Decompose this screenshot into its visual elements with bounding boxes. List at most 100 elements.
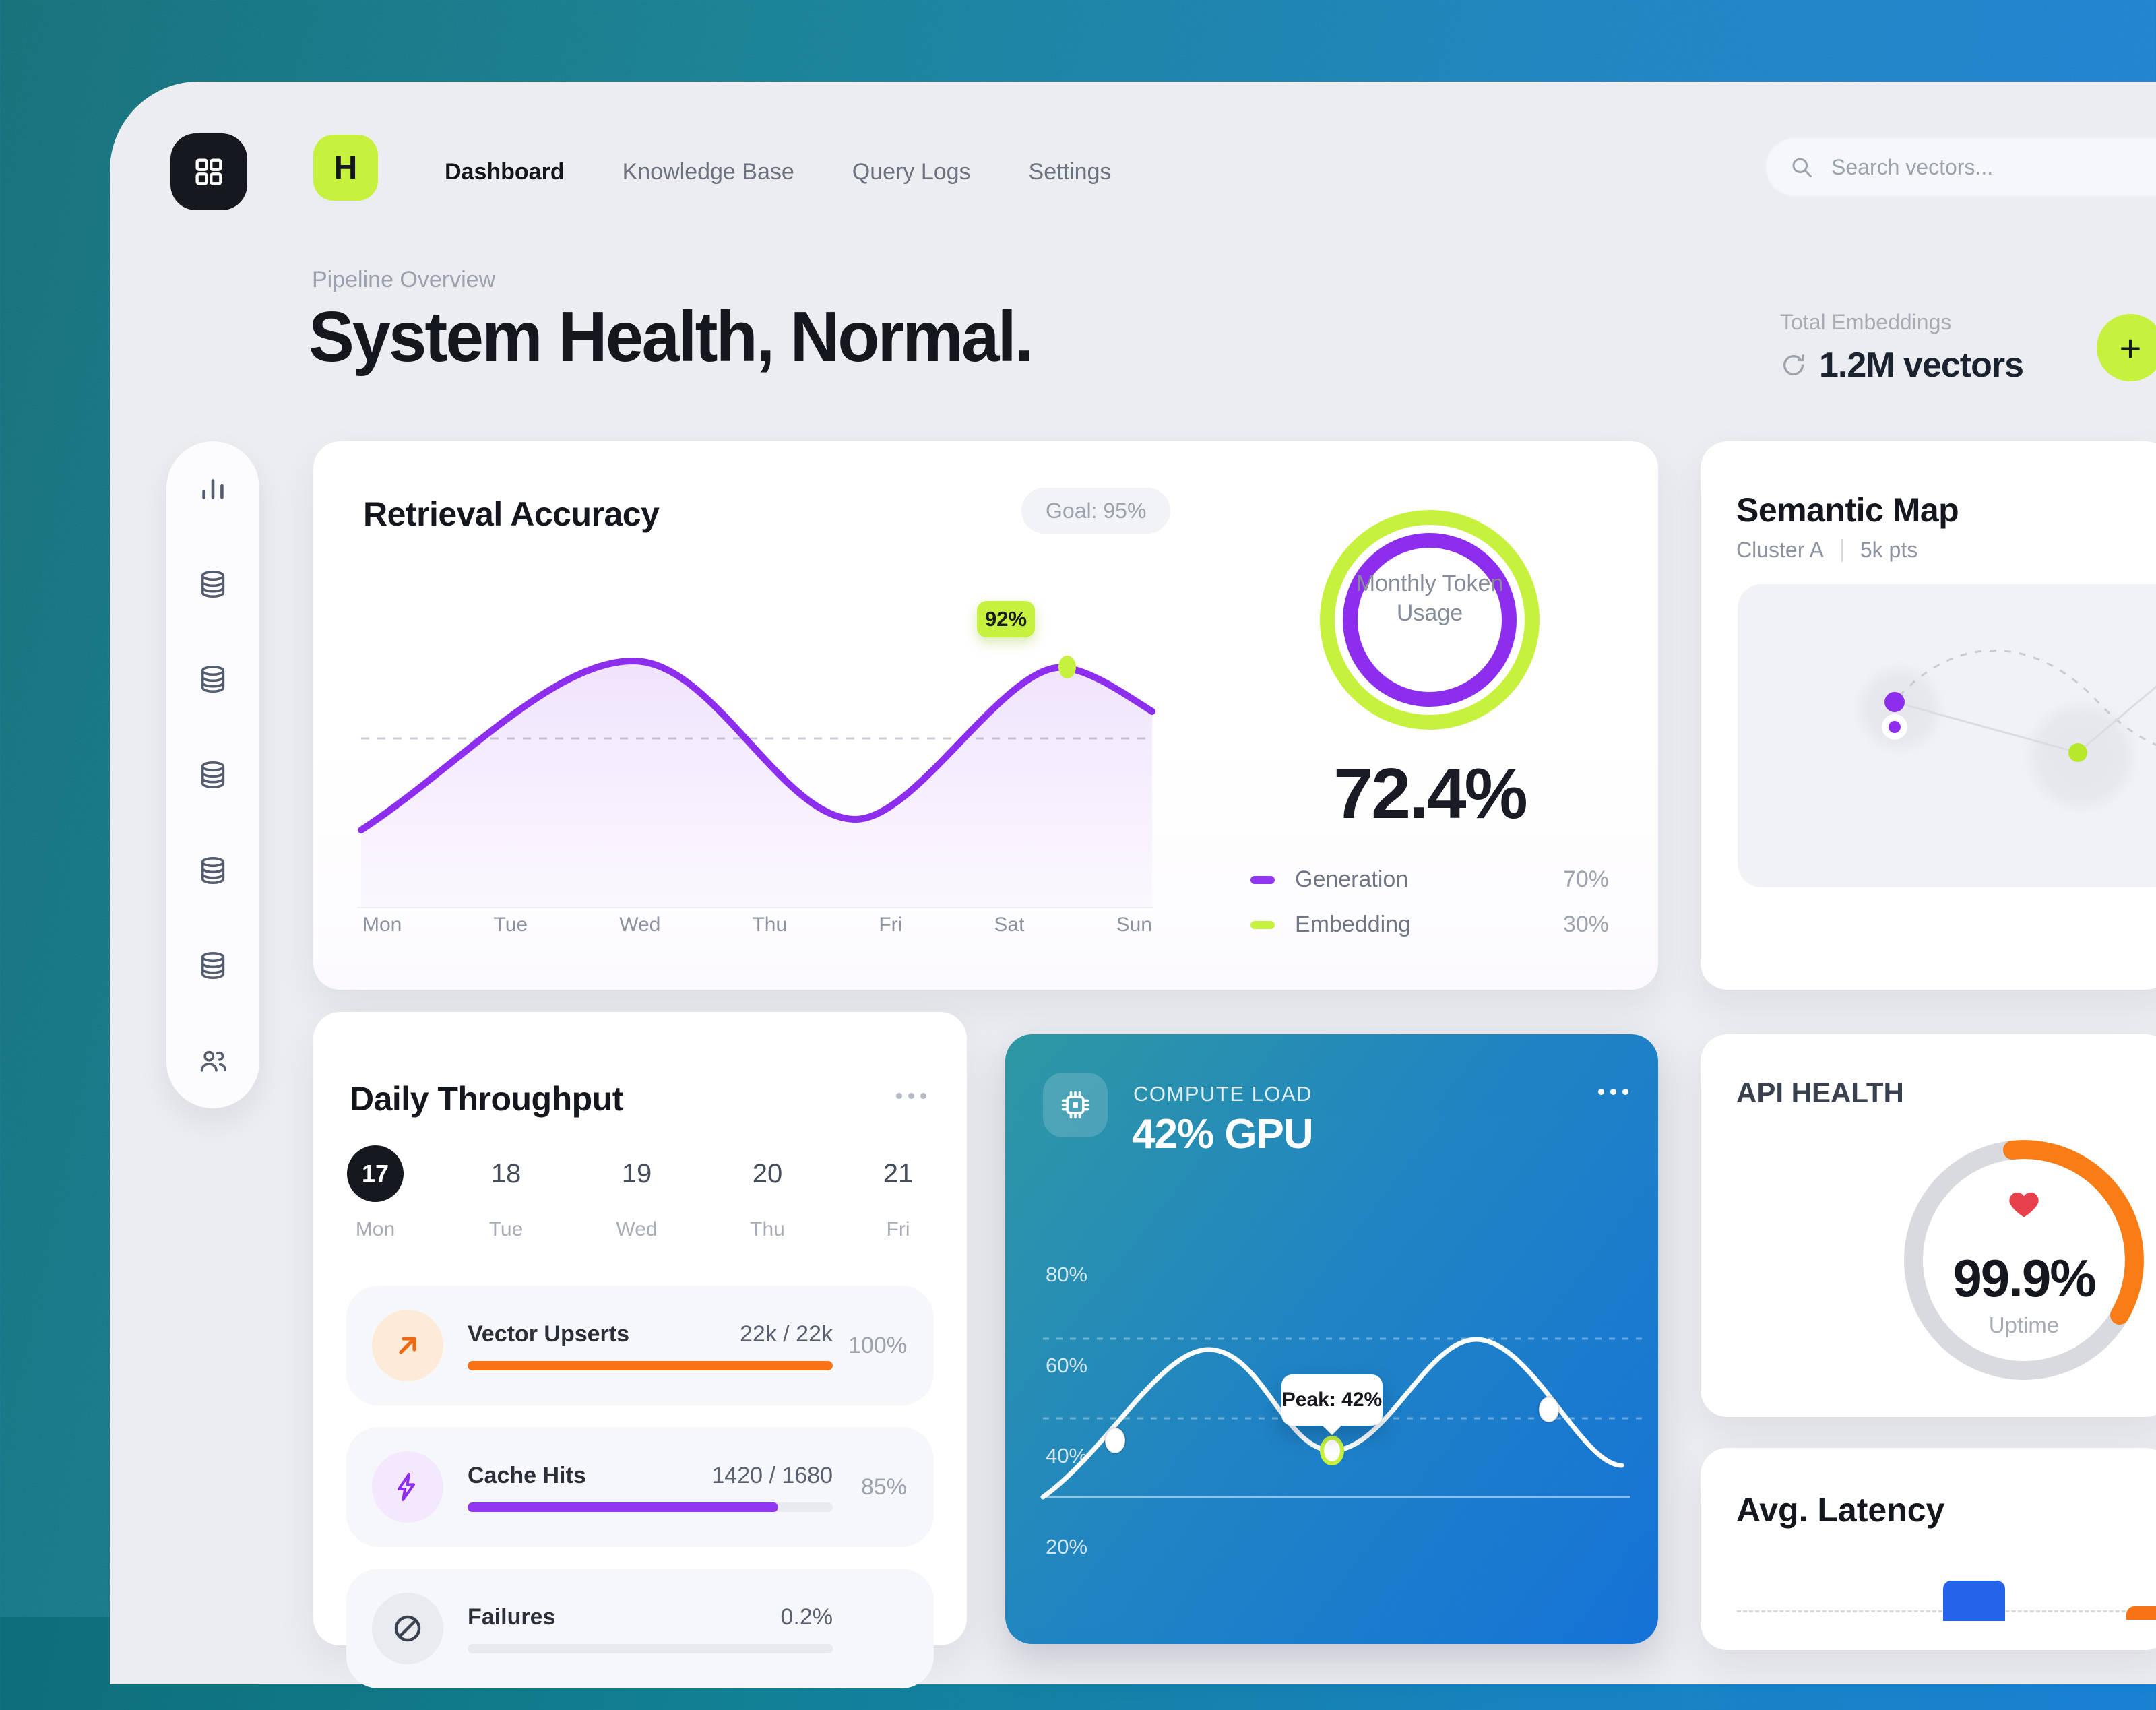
compute-kicker: COMPUTE LOAD bbox=[1133, 1082, 1313, 1106]
sidebar-item-users[interactable] bbox=[197, 1045, 229, 1077]
metric-label: Vector Upserts bbox=[468, 1321, 629, 1347]
day-tick: Fri bbox=[879, 914, 903, 936]
primary-nav: Dashboard Knowledge Base Query Logs Sett… bbox=[445, 133, 1111, 210]
database-icon bbox=[201, 856, 225, 884]
api-health-title: API HEALTH bbox=[1736, 1077, 1904, 1108]
metric-label: Cache Hits bbox=[468, 1462, 586, 1488]
arrow-up-right-icon bbox=[399, 1337, 416, 1354]
divider bbox=[1841, 538, 1843, 562]
icon-rail bbox=[166, 441, 259, 1108]
metric-row-vector-upserts[interactable]: Vector Upserts 22k / 22k 100% bbox=[346, 1286, 934, 1405]
load-point bbox=[1537, 1395, 1560, 1424]
legend-swatch bbox=[1250, 920, 1275, 929]
date-number: 21 bbox=[883, 1158, 914, 1189]
metric-value: 1420 / 1680 bbox=[711, 1462, 833, 1488]
goal-badge: Goal: 95% bbox=[1021, 488, 1171, 534]
y-tick: 20% bbox=[1046, 1534, 1088, 1558]
y-tick: 60% bbox=[1046, 1353, 1088, 1377]
token-usage-value: 72.4% bbox=[1333, 754, 1528, 833]
bar-chart-icon bbox=[202, 479, 224, 499]
embeddings-label: Total Embeddings bbox=[1780, 310, 1952, 334]
peak-value-badge: 92% bbox=[977, 601, 1035, 637]
app-launcher-button[interactable] bbox=[170, 133, 247, 210]
donut-center-label: Monthly Token Usage bbox=[1356, 571, 1504, 626]
date-number: 19 bbox=[621, 1158, 652, 1189]
date-selector: 17 Mon 18 Tue 19 Wed 20 Thu 21 Fri bbox=[347, 1145, 926, 1241]
sidebar-item-collection-5[interactable] bbox=[197, 949, 229, 982]
latency-bar-orange bbox=[2126, 1606, 2156, 1620]
cluster-point-purple bbox=[1884, 692, 1905, 712]
date-number: 18 bbox=[490, 1158, 521, 1189]
legend-value: 30% bbox=[1562, 912, 1609, 937]
sidebar-item-collection-4[interactable] bbox=[197, 854, 229, 887]
semantic-card-title: Semantic Map bbox=[1736, 491, 1959, 529]
day-axis: Mon Tue Wed Thu Fri Sat Sun bbox=[362, 914, 1152, 937]
database-icon bbox=[201, 666, 225, 693]
date-item[interactable]: 18 Tue bbox=[478, 1145, 534, 1241]
progress-fill bbox=[468, 1360, 833, 1370]
sidebar-item-analytics[interactable] bbox=[197, 472, 229, 505]
breadcrumb: Pipeline Overview bbox=[312, 267, 496, 292]
add-button[interactable]: + bbox=[2097, 314, 2156, 381]
nav-link[interactable]: Dashboard bbox=[445, 158, 565, 185]
date-item[interactable]: 17 Mon bbox=[347, 1145, 404, 1241]
uptime-ring bbox=[1904, 1140, 2144, 1380]
semantic-scatter bbox=[1860, 650, 2156, 806]
date-item[interactable]: 20 Thu bbox=[739, 1145, 796, 1241]
nav-link[interactable]: Settings bbox=[1028, 158, 1112, 185]
compute-more-menu[interactable] bbox=[1598, 1089, 1628, 1095]
day-tick: Thu bbox=[752, 914, 788, 936]
cluster-dashed-path bbox=[1898, 650, 2156, 747]
refresh-icon[interactable] bbox=[1780, 352, 1807, 379]
legend-label: Generation bbox=[1295, 866, 1409, 892]
heart-icon bbox=[2006, 1187, 2041, 1223]
token-usage-donut bbox=[1320, 510, 1540, 730]
sidebar-item-collection-1[interactable] bbox=[197, 568, 229, 600]
compute-load-card bbox=[1005, 1034, 1658, 1644]
y-tick: 80% bbox=[1046, 1263, 1088, 1286]
day-tick: Wed bbox=[619, 914, 661, 936]
nav-link[interactable]: Knowledge Base bbox=[622, 158, 794, 185]
load-point-peak bbox=[1320, 1436, 1344, 1465]
embeddings-value-row: 1.2M vectors bbox=[1780, 345, 2024, 385]
legend-value: 70% bbox=[1562, 866, 1609, 892]
database-icon bbox=[201, 761, 225, 788]
throughput-more-menu[interactable] bbox=[896, 1093, 926, 1099]
metric-row-failures[interactable]: Failures 0.2% bbox=[346, 1569, 934, 1688]
legend-swatch bbox=[1250, 875, 1275, 884]
sidebar-item-collection-2[interactable] bbox=[197, 663, 229, 695]
nav-link[interactable]: Query Logs bbox=[852, 158, 971, 185]
logo-letter: H bbox=[334, 150, 358, 186]
progress-track bbox=[468, 1643, 833, 1653]
cluster-point-lime bbox=[2068, 743, 2087, 762]
search-bar[interactable] bbox=[1765, 137, 2156, 197]
database-icon bbox=[201, 952, 225, 980]
metric-label: Failures bbox=[468, 1604, 556, 1630]
lightning-icon bbox=[398, 1473, 415, 1501]
grid-icon bbox=[195, 158, 222, 185]
generation-ring bbox=[1343, 533, 1517, 707]
metric-row-cache-hits[interactable]: Cache Hits 1420 / 1680 85% bbox=[346, 1427, 934, 1547]
day-tick: Mon bbox=[362, 914, 402, 936]
search-input[interactable] bbox=[1830, 154, 2116, 181]
search-icon bbox=[1792, 158, 1812, 177]
embeddings-value: 1.2M vectors bbox=[1819, 346, 2024, 385]
date-item[interactable]: 21 Fri bbox=[870, 1145, 926, 1241]
retrieval-card-title: Retrieval Accuracy bbox=[363, 495, 660, 533]
day-tick: Sat bbox=[994, 914, 1025, 936]
database-icon bbox=[201, 570, 225, 598]
brand-logo[interactable]: H bbox=[313, 135, 378, 201]
semantic-map-canvas[interactable] bbox=[1738, 584, 2156, 887]
date-day: Fri bbox=[886, 1218, 910, 1240]
metric-value: 0.2% bbox=[780, 1604, 833, 1630]
legend-label: Embedding bbox=[1295, 912, 1412, 937]
date-item[interactable]: 19 Wed bbox=[608, 1145, 665, 1241]
date-day: Mon bbox=[355, 1218, 395, 1240]
metric-percent: 100% bbox=[848, 1332, 907, 1358]
semantic-subtitle: Cluster A 5k pts bbox=[1736, 538, 1917, 563]
avg-latency-card bbox=[1701, 1448, 2156, 1650]
page-title: System Health, Normal. bbox=[309, 297, 1034, 377]
compute-y-axis: 80% 60% 40% 20% bbox=[1046, 1263, 1087, 1559]
sidebar-item-collection-3[interactable] bbox=[197, 759, 229, 791]
retrieval-line-chart bbox=[357, 656, 1155, 908]
